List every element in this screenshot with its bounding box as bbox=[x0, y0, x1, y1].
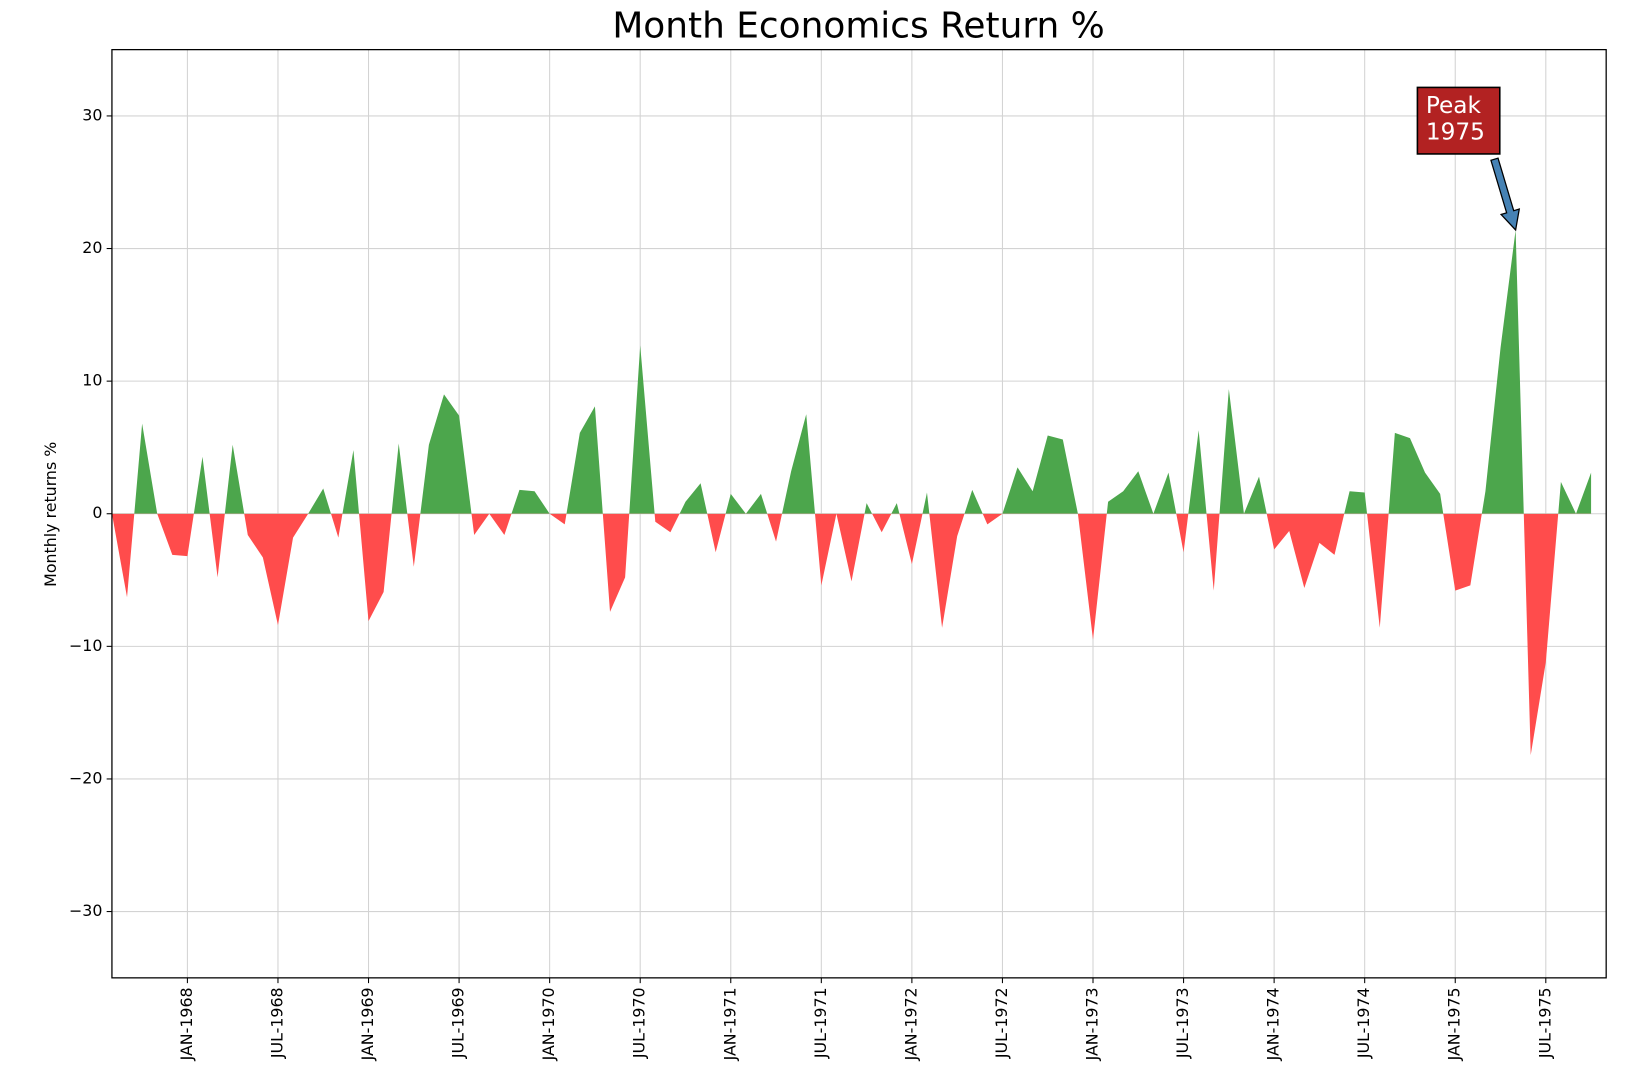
y-tick-label: 10 bbox=[82, 371, 102, 390]
x-tick-label: JUL-1973 bbox=[1173, 987, 1192, 1059]
y-tick-label: −10 bbox=[69, 636, 102, 655]
annotation-text: 1975 bbox=[1426, 118, 1485, 145]
annotation-text: Peak bbox=[1426, 92, 1482, 119]
annotation-arrow bbox=[1490, 157, 1521, 232]
y-tick-label: 0 bbox=[92, 503, 102, 522]
x-tick-label: JUL-1975 bbox=[1535, 987, 1554, 1059]
x-tick-label: JUL-1971 bbox=[811, 987, 830, 1059]
chart-body: Month Economics Return % Monthly returns… bbox=[41, 5, 1607, 1061]
x-tick-label: JAN-1973 bbox=[1083, 987, 1102, 1061]
x-tick-label: JAN-1971 bbox=[720, 987, 739, 1061]
area-negative bbox=[111, 513, 1592, 756]
x-tick-label: JAN-1974 bbox=[1264, 987, 1283, 1061]
area-positive bbox=[111, 229, 1592, 514]
x-tick-label: JAN-1972 bbox=[901, 987, 920, 1061]
y-tick-label: 20 bbox=[82, 238, 102, 257]
x-tick-label: JAN-1968 bbox=[177, 987, 196, 1061]
annotation-box bbox=[1416, 86, 1501, 155]
x-tick-label: JUL-1970 bbox=[630, 987, 649, 1059]
x-tick-label: JUL-1968 bbox=[267, 987, 286, 1059]
y-tick-label: 30 bbox=[82, 105, 102, 124]
chart-title: Month Economics Return % bbox=[612, 5, 1104, 46]
x-tick-label: JAN-1970 bbox=[539, 987, 558, 1061]
x-tick-label: JAN-1975 bbox=[1445, 987, 1464, 1061]
plot-frame bbox=[111, 48, 1607, 979]
x-tick-label: JAN-1969 bbox=[358, 987, 377, 1061]
x-tick-label: JUL-1972 bbox=[992, 987, 1011, 1059]
x-tick-label: JUL-1974 bbox=[1354, 987, 1373, 1059]
y-tick-label: −20 bbox=[69, 768, 102, 787]
y-axis-label: Monthly returns % bbox=[41, 442, 60, 587]
y-tick-label: −30 bbox=[69, 901, 102, 920]
x-tick-label: JUL-1969 bbox=[449, 987, 468, 1059]
